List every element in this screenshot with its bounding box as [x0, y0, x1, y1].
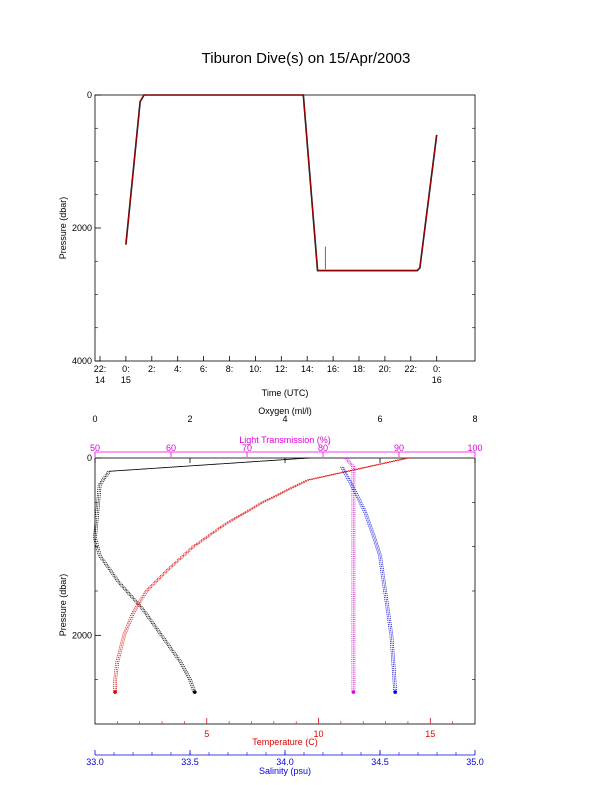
oxygen-tick-label: 8: [472, 414, 477, 424]
chart1-x-tick-sublabel: 15: [121, 375, 131, 385]
temperature-axis-label: Temperature (C): [252, 737, 318, 747]
salinity-profile: [341, 466, 396, 693]
light-transmission-axis-label: Light Transmission (%): [239, 435, 331, 445]
oxygen-tick-label: 0: [92, 414, 97, 424]
chart1-x-tick-label: 0:: [122, 364, 130, 374]
salinity-tick-label: 34.5: [371, 757, 389, 767]
page-title: Tiburon Dive(s) on 15/Apr/2003: [201, 50, 411, 67]
oxygen-axis-label: Oxygen (ml/l): [258, 406, 312, 416]
oxygen-tick-label: 6: [377, 414, 382, 424]
chart2-y-tick-label: 0: [87, 453, 92, 463]
light-tick-label: 100: [467, 443, 482, 453]
light-profile: [344, 457, 353, 693]
chart2-y-tick-label: 2000: [72, 630, 92, 640]
chart1-x-tick-sublabel: 16: [432, 375, 442, 385]
salinity-tick-label: 35.0: [466, 757, 484, 767]
salinity-bottom-point: [393, 690, 398, 694]
temperature-tick-label: 10: [314, 729, 324, 739]
chart1-x-tick-label: 8:: [226, 364, 234, 374]
salinity-profile: [340, 466, 395, 693]
salinity-axis-label: Salinity (psu): [259, 766, 311, 776]
chart1-x-axis-label: Time (UTC): [262, 388, 309, 398]
light-profile: [345, 457, 354, 693]
temperature-tick-label: 5: [204, 729, 209, 739]
chart1-y-axis-label: Pressure (dbar): [58, 197, 68, 260]
temperature-profile: [114, 457, 409, 693]
chart1-x-tick-label: 22:: [94, 364, 107, 374]
chart1-x-tick-label: 18:: [353, 364, 366, 374]
light-profile: [347, 457, 356, 693]
chart1-x-tick-sublabel: 14: [95, 375, 105, 385]
salinity-profile: [343, 466, 398, 693]
chart1-x-tick-label: 22:: [405, 364, 418, 374]
chart1-y-tick-label: 0: [87, 90, 92, 100]
temperature-profile: [116, 457, 410, 693]
light-tick-label: 50: [90, 443, 100, 453]
chart1-x-tick-label: 14:: [301, 364, 314, 374]
chart1-x-tick-label: 12:: [275, 364, 288, 374]
chart1-series-line: [125, 94, 438, 271]
chart1-x-tick-label: 6:: [200, 364, 208, 374]
oxygen-tick-label: 2: [187, 414, 192, 424]
chart1-x-tick-label: 16:: [327, 364, 340, 374]
light-bottom-point: [351, 690, 356, 694]
oxygen-tick-label: 4: [282, 414, 287, 424]
chart1-x-tick-label: 0:: [433, 364, 441, 374]
chart1-x-tick-label: 2:: [148, 364, 156, 374]
chart1-x-tick-label: 4:: [174, 364, 182, 374]
temperature-bottom-point: [113, 690, 117, 694]
chart1-x-tick-label: 10:: [249, 364, 262, 374]
oxygen-profile: [96, 457, 311, 694]
oxygen-profile: [93, 457, 308, 694]
light-tick-label: 80: [318, 443, 328, 453]
temperature-profile: [113, 457, 407, 693]
temperature-tick-label: 15: [425, 729, 435, 739]
light-tick-label: 60: [166, 443, 176, 453]
chart1-y-tick-label: 2000: [72, 223, 92, 233]
light-tick-label: 70: [242, 443, 252, 453]
light-tick-label: 90: [394, 443, 404, 453]
chart1-x-tick-label: 20:: [379, 364, 392, 374]
oxygen-profile: [94, 457, 309, 694]
chart2-y-axis-label: Pressure (dbar): [58, 574, 68, 637]
salinity-tick-label: 33.5: [181, 757, 199, 767]
salinity-tick-label: 33.0: [86, 757, 104, 767]
chart1-y-tick-label: 4000: [72, 356, 92, 366]
oxygen-bottom-point: [192, 690, 197, 694]
chart2-plot-frame: [94, 457, 476, 725]
salinity-tick-label: 34.0: [276, 757, 294, 767]
